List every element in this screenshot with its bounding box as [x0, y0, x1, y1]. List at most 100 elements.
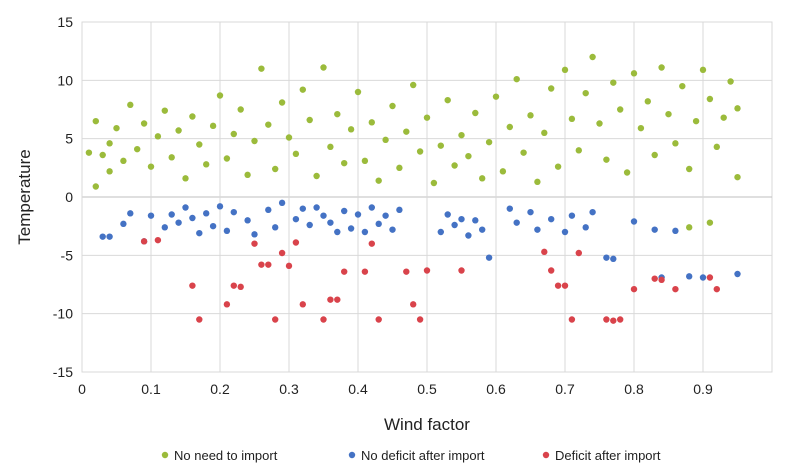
data-point	[548, 215, 555, 223]
data-point	[541, 248, 548, 256]
data-point	[327, 296, 334, 303]
x-tick-label: 0.8	[624, 381, 644, 397]
data-point	[610, 317, 617, 324]
tick-labels: -15 -10 -5 0 5 10 15 0 0.1 0.2 0.3 0.4 0.5 0.6 0.7 0.8 0…	[53, 14, 713, 397]
data-point	[706, 219, 714, 226]
data-point	[285, 134, 293, 141]
data-point	[416, 316, 424, 323]
data-point	[465, 152, 472, 160]
data-point	[568, 316, 576, 323]
data-point	[403, 268, 410, 275]
data-point	[437, 142, 444, 149]
data-point	[347, 126, 355, 133]
data-point	[292, 150, 300, 158]
data-point	[582, 89, 589, 97]
data-point	[548, 85, 555, 92]
data-point	[361, 157, 369, 165]
data-point	[603, 316, 610, 323]
data-point	[175, 127, 182, 134]
data-point	[410, 301, 417, 308]
data-point	[113, 124, 120, 132]
data-point	[313, 204, 320, 211]
data-point	[341, 268, 348, 275]
x-tick-label: 0.1	[141, 381, 161, 397]
data-point	[230, 130, 237, 138]
data-point	[196, 229, 203, 237]
data-point	[444, 211, 451, 218]
data-point	[575, 147, 582, 154]
data-point	[327, 219, 334, 226]
legend-marker	[348, 451, 356, 459]
data-point	[458, 267, 465, 274]
x-tick-label: 0.9	[693, 381, 713, 397]
data-point	[292, 239, 300, 246]
data-point	[265, 121, 272, 128]
data-point	[617, 106, 624, 113]
data-point	[134, 145, 141, 153]
data-point	[485, 254, 493, 261]
data-point	[209, 222, 217, 230]
data-point	[368, 119, 375, 126]
data-point	[313, 172, 320, 180]
data-point	[465, 232, 472, 239]
data-point	[216, 203, 224, 210]
data-point	[610, 79, 617, 86]
data-point	[258, 261, 265, 268]
data-point	[375, 316, 382, 323]
data-point	[534, 226, 541, 233]
data-point	[341, 159, 348, 167]
data-point	[368, 204, 375, 211]
data-point	[713, 143, 720, 151]
data-point	[92, 117, 100, 125]
data-point	[106, 140, 113, 147]
data-point	[327, 143, 334, 151]
data-point	[161, 224, 168, 231]
data-point	[458, 131, 465, 139]
data-point	[513, 75, 520, 83]
data-point	[258, 65, 265, 72]
data-point	[320, 64, 327, 71]
data-point	[492, 93, 500, 100]
data-point	[734, 173, 741, 181]
data-point	[672, 140, 679, 147]
data-point	[120, 157, 127, 165]
legend-label: No need to import	[174, 448, 278, 463]
legend-marker	[542, 451, 550, 459]
data-point	[203, 210, 210, 217]
data-point	[513, 219, 520, 226]
data-point	[534, 178, 541, 186]
legend-label: No deficit after import	[361, 448, 485, 463]
data-point	[251, 240, 258, 247]
data-point	[479, 175, 486, 182]
data-point	[237, 283, 244, 291]
data-point	[278, 199, 286, 207]
data-point	[147, 212, 155, 219]
data-point	[106, 168, 113, 175]
data-point	[341, 207, 348, 215]
data-point	[706, 274, 714, 281]
x-tick-label: 0.2	[210, 381, 230, 397]
data-point	[92, 183, 100, 190]
legend-item: No deficit after import	[348, 448, 485, 463]
data-point	[444, 96, 451, 104]
data-point	[686, 165, 693, 173]
data-point	[306, 221, 313, 229]
x-tick-label: 0.7	[555, 381, 575, 397]
y-tick-label: 0	[65, 189, 73, 205]
data-point	[320, 212, 327, 219]
data-point	[237, 106, 244, 113]
data-point	[334, 110, 341, 118]
data-point	[189, 214, 196, 222]
data-point	[189, 113, 196, 120]
y-tick-label: 10	[57, 72, 73, 88]
data-point	[603, 156, 610, 163]
data-point	[216, 92, 224, 99]
data-point	[285, 262, 293, 270]
data-point	[451, 221, 458, 229]
data-point	[451, 162, 458, 169]
data-point	[154, 133, 162, 140]
y-tick-label: 15	[57, 14, 73, 30]
data-point	[368, 240, 375, 247]
data-point	[706, 95, 714, 103]
